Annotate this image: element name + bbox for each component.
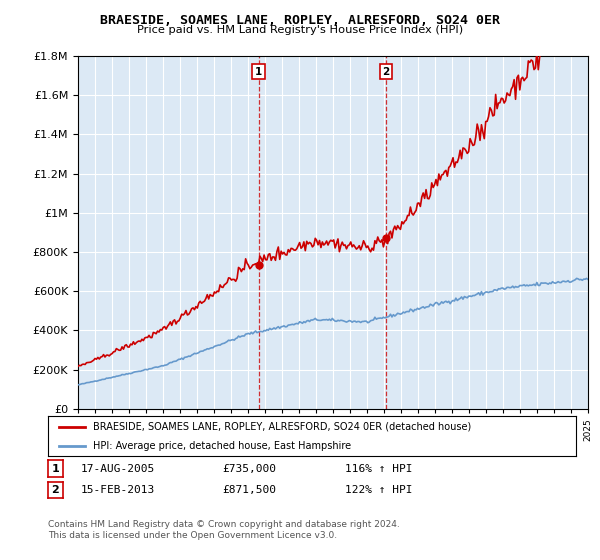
Text: 2: 2	[52, 485, 59, 495]
Text: 116% ↑ HPI: 116% ↑ HPI	[345, 464, 413, 474]
Text: HPI: Average price, detached house, East Hampshire: HPI: Average price, detached house, East…	[93, 441, 351, 451]
Text: 2: 2	[383, 67, 390, 77]
Text: BRAESIDE, SOAMES LANE, ROPLEY, ALRESFORD, SO24 0ER (detached house): BRAESIDE, SOAMES LANE, ROPLEY, ALRESFORD…	[93, 422, 471, 432]
Text: Contains HM Land Registry data © Crown copyright and database right 2024.: Contains HM Land Registry data © Crown c…	[48, 520, 400, 529]
Text: £871,500: £871,500	[222, 485, 276, 495]
Text: 17-AUG-2005: 17-AUG-2005	[81, 464, 155, 474]
Text: This data is licensed under the Open Government Licence v3.0.: This data is licensed under the Open Gov…	[48, 531, 337, 540]
Text: 1: 1	[52, 464, 59, 474]
Text: 122% ↑ HPI: 122% ↑ HPI	[345, 485, 413, 495]
Text: 15-FEB-2013: 15-FEB-2013	[81, 485, 155, 495]
Text: Price paid vs. HM Land Registry's House Price Index (HPI): Price paid vs. HM Land Registry's House …	[137, 25, 463, 35]
Text: BRAESIDE, SOAMES LANE, ROPLEY, ALRESFORD, SO24 0ER: BRAESIDE, SOAMES LANE, ROPLEY, ALRESFORD…	[100, 14, 500, 27]
Text: £735,000: £735,000	[222, 464, 276, 474]
Text: 1: 1	[255, 67, 262, 77]
